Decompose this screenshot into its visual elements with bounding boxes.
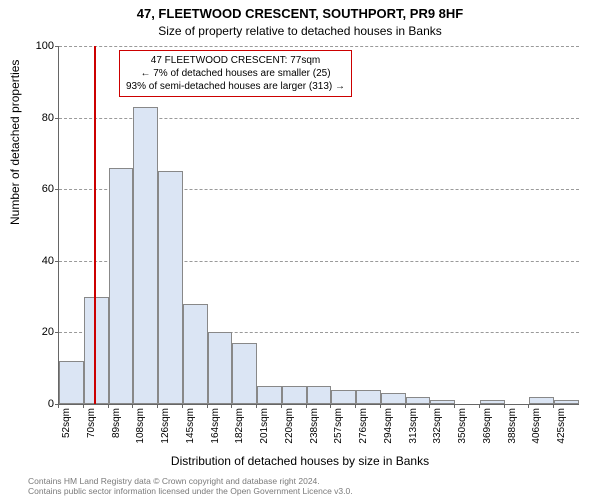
- histogram-bar: [232, 343, 257, 404]
- histogram-bar: [59, 361, 84, 404]
- property-marker-line: [94, 46, 96, 404]
- y-tick-label: 80: [24, 112, 54, 124]
- x-tick-mark: [132, 404, 133, 408]
- histogram-bar: [331, 390, 356, 404]
- y-tick-mark: [55, 261, 59, 262]
- x-tick-mark: [231, 404, 232, 408]
- x-tick-label: 276sqm: [358, 408, 369, 444]
- chart-container: 47, FLEETWOOD CRESCENT, SOUTHPORT, PR9 8…: [0, 0, 600, 500]
- histogram-bar: [406, 397, 431, 404]
- histogram-bar: [84, 297, 109, 404]
- chart-subtitle: Size of property relative to detached ho…: [0, 24, 600, 38]
- x-tick-label: 406sqm: [531, 408, 542, 444]
- x-tick-mark: [306, 404, 307, 408]
- histogram-bar: [307, 386, 332, 404]
- x-tick-mark: [479, 404, 480, 408]
- x-tick-mark: [504, 404, 505, 408]
- histogram-bar: [208, 332, 233, 404]
- x-tick-mark: [355, 404, 356, 408]
- x-tick-label: 201sqm: [259, 408, 270, 444]
- y-tick-label: 60: [24, 183, 54, 195]
- x-tick-label: 70sqm: [86, 408, 97, 438]
- chart-title: 47, FLEETWOOD CRESCENT, SOUTHPORT, PR9 8…: [0, 6, 600, 21]
- footer-line: Contains HM Land Registry data © Crown c…: [28, 476, 353, 486]
- y-tick-label: 20: [24, 326, 54, 338]
- histogram-bar: [381, 393, 406, 404]
- footer-line: Contains public sector information licen…: [28, 486, 353, 496]
- x-tick-mark: [380, 404, 381, 408]
- x-tick-mark: [157, 404, 158, 408]
- histogram-bar: [257, 386, 282, 404]
- x-tick-mark: [454, 404, 455, 408]
- x-tick-label: 126sqm: [160, 408, 171, 444]
- x-tick-mark: [182, 404, 183, 408]
- footer-attribution: Contains HM Land Registry data © Crown c…: [28, 476, 353, 496]
- x-tick-mark: [330, 404, 331, 408]
- y-axis-label: Number of detached properties: [8, 60, 22, 225]
- x-tick-label: 313sqm: [408, 408, 419, 444]
- y-tick-mark: [55, 46, 59, 47]
- x-tick-label: 89sqm: [111, 408, 122, 438]
- annotation-line: ← 7% of detached houses are smaller (25): [126, 67, 345, 80]
- x-tick-label: 164sqm: [210, 408, 221, 444]
- y-tick-label: 0: [24, 398, 54, 410]
- y-tick-mark: [55, 332, 59, 333]
- x-tick-mark: [108, 404, 109, 408]
- annotation-box: 47 FLEETWOOD CRESCENT: 77sqm ← 7% of det…: [119, 50, 352, 97]
- histogram-bar: [133, 107, 158, 404]
- x-tick-mark: [528, 404, 529, 408]
- histogram-bar: [158, 171, 183, 404]
- y-axis-ticks: 020406080100: [24, 46, 58, 404]
- histogram-bar: [183, 304, 208, 404]
- x-tick-label: 294sqm: [383, 408, 394, 444]
- y-tick-label: 100: [24, 40, 54, 52]
- y-tick-label: 40: [24, 255, 54, 267]
- x-tick-mark: [256, 404, 257, 408]
- x-tick-mark: [405, 404, 406, 408]
- x-tick-label: 182sqm: [234, 408, 245, 444]
- x-tick-label: 108sqm: [135, 408, 146, 444]
- histogram-bar: [356, 390, 381, 404]
- x-tick-mark: [83, 404, 84, 408]
- x-tick-mark: [207, 404, 208, 408]
- x-tick-mark: [553, 404, 554, 408]
- plot-area: 47 FLEETWOOD CRESCENT: 77sqm ← 7% of det…: [58, 46, 579, 405]
- x-axis-ticks: 52sqm 70sqm 89sqm 108sqm 126sqm 145sqm 164sqm 1…: [58, 404, 578, 454]
- x-tick-label: 425sqm: [556, 408, 567, 444]
- histogram-bar: [529, 397, 554, 404]
- x-tick-label: 350sqm: [457, 408, 468, 444]
- histogram-bar: [282, 386, 307, 404]
- x-tick-label: 369sqm: [482, 408, 493, 444]
- x-axis-label: Distribution of detached houses by size …: [0, 454, 600, 468]
- y-tick-mark: [55, 118, 59, 119]
- grid-line: [59, 46, 579, 47]
- x-tick-label: 332sqm: [432, 408, 443, 444]
- x-tick-mark: [58, 404, 59, 408]
- x-tick-label: 220sqm: [284, 408, 295, 444]
- x-tick-label: 145sqm: [185, 408, 196, 444]
- histogram-bar: [109, 168, 134, 404]
- x-tick-label: 257sqm: [333, 408, 344, 444]
- x-tick-label: 52sqm: [61, 408, 72, 438]
- x-tick-label: 388sqm: [507, 408, 518, 444]
- x-tick-label: 238sqm: [309, 408, 320, 444]
- annotation-line: 93% of semi-detached houses are larger (…: [126, 80, 345, 93]
- x-tick-mark: [281, 404, 282, 408]
- y-tick-mark: [55, 189, 59, 190]
- x-tick-mark: [429, 404, 430, 408]
- annotation-line: 47 FLEETWOOD CRESCENT: 77sqm: [126, 54, 345, 67]
